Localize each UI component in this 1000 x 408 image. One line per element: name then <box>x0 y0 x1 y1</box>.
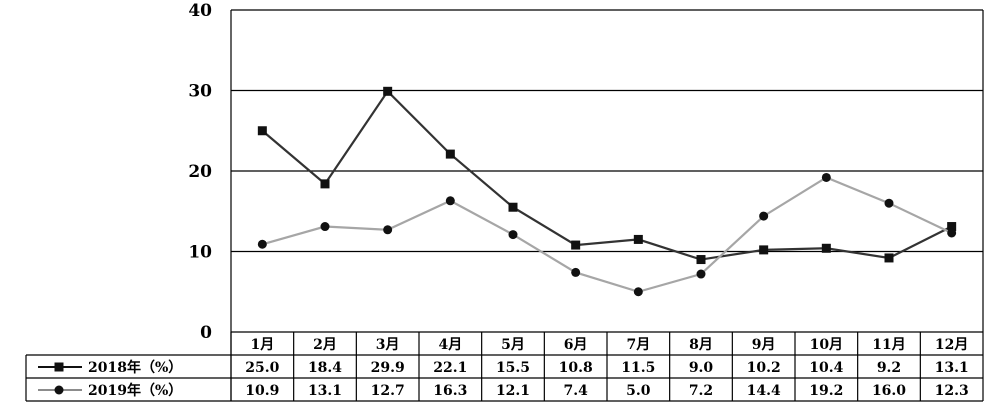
data-point <box>884 198 894 208</box>
data-point <box>696 255 706 265</box>
x-category-label: 9月 <box>752 337 776 353</box>
data-label: 14.4 <box>747 383 781 399</box>
data-label: 9.0 <box>689 360 714 376</box>
data-point <box>445 196 455 206</box>
x-category-label: 3月 <box>376 337 400 353</box>
legend-label-1: 2019年（%） <box>88 382 182 399</box>
data-label: 29.9 <box>371 360 405 376</box>
data-label: 10.4 <box>809 360 843 376</box>
data-point <box>571 267 581 277</box>
data-point <box>696 269 706 279</box>
data-point <box>633 287 643 297</box>
data-label: 19.2 <box>809 383 843 399</box>
data-label: 12.1 <box>496 383 530 399</box>
y-tick-label: 10 <box>188 243 212 263</box>
data-label: 10.8 <box>559 360 593 376</box>
data-label: 13.1 <box>308 383 342 399</box>
data-point <box>884 253 894 263</box>
series-line-0 <box>261 89 953 261</box>
data-label: 16.3 <box>433 383 467 399</box>
data-label: 18.4 <box>308 360 342 376</box>
data-label: 7.2 <box>689 383 713 399</box>
y-tick-label: 30 <box>188 82 212 102</box>
data-label: 7.4 <box>563 383 588 399</box>
data-label: 25.0 <box>245 360 279 376</box>
x-category-label: 12月 <box>935 337 968 353</box>
y-axis: 0 10 20 30 40 <box>188 1 212 343</box>
data-point <box>633 234 643 244</box>
data-point <box>571 240 581 250</box>
series-layer <box>257 86 957 297</box>
data-point <box>508 202 518 212</box>
data-point <box>947 222 957 232</box>
x-category-label: 8月 <box>689 337 713 353</box>
data-point <box>320 222 330 232</box>
legend-marker-0 <box>54 362 64 372</box>
data-point <box>821 243 831 253</box>
x-category-label: 4月 <box>438 337 462 353</box>
data-point <box>947 228 957 238</box>
data-point <box>383 86 393 96</box>
y-tick-label: 20 <box>188 162 212 182</box>
data-point <box>821 172 831 182</box>
data-point <box>445 149 455 159</box>
x-category-label: 1月 <box>250 337 274 353</box>
data-point <box>759 245 769 255</box>
legend-label-0: 2018年（%） <box>88 359 182 376</box>
data-label: 12.7 <box>371 383 405 399</box>
series-line-1 <box>262 176 953 293</box>
data-label: 11.5 <box>621 360 655 376</box>
x-category-label: 6月 <box>564 337 588 353</box>
gridlines <box>230 9 984 333</box>
data-point <box>759 211 769 221</box>
data-label: 13.1 <box>935 360 969 376</box>
data-table: 1月 2月 3月 4月 5月 6月 7月 8月 9月 10月 11月 12月 2018年（%） 25.0 1… <box>25 332 984 402</box>
x-category-label: 11月 <box>872 337 905 353</box>
data-label: 12.3 <box>935 383 969 399</box>
y-tick-label: 40 <box>188 1 212 21</box>
data-point <box>320 179 330 189</box>
x-category-label: 5月 <box>501 337 525 353</box>
x-category-label: 2月 <box>313 337 337 353</box>
legend-marker-1 <box>54 385 64 395</box>
data-label: 16.0 <box>872 383 906 399</box>
data-label: 9.2 <box>877 360 901 376</box>
x-category-label: 10月 <box>810 337 843 353</box>
data-point <box>257 239 267 249</box>
y-tick-label: 0 <box>200 323 212 343</box>
data-point <box>257 126 267 136</box>
data-point <box>508 230 518 240</box>
data-label: 10.2 <box>747 360 781 376</box>
x-category-label: 7月 <box>626 337 650 353</box>
data-point <box>383 225 393 235</box>
data-label: 15.5 <box>496 360 530 376</box>
data-label: 5.0 <box>626 383 651 399</box>
data-label: 10.9 <box>245 383 279 399</box>
data-label: 22.1 <box>433 360 467 376</box>
